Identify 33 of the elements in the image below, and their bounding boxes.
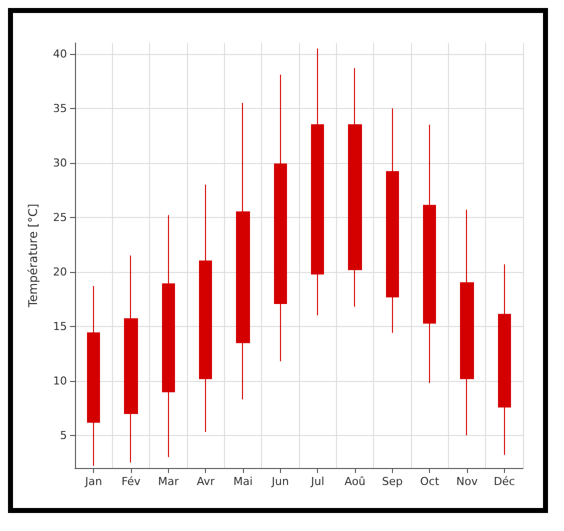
x-tick-label: Avr (196, 475, 216, 488)
x-tick-label: Fév (121, 475, 141, 488)
y-tick-label: 40 (53, 47, 67, 60)
candlestick (274, 74, 287, 362)
y-tick-label: 30 (53, 156, 67, 170)
candlestick (236, 102, 250, 400)
candlestick (460, 209, 474, 436)
candlestick (386, 108, 399, 334)
y-tick-label: 10 (53, 374, 67, 388)
candlestick (311, 48, 324, 316)
x-tick-label: Aoû (344, 475, 366, 488)
x-tick-label: Mai (233, 475, 253, 488)
x-tick-label: Nov (456, 475, 478, 488)
y-tick-label: 5 (60, 428, 67, 442)
y-tick-label: 25 (53, 210, 67, 224)
candlestick (162, 214, 175, 458)
x-tick-label: Jul (310, 475, 324, 488)
y-tick-label: 15 (53, 320, 67, 333)
y-axis-title: Température [°C] (26, 204, 40, 308)
x-tick-label: Jun (270, 475, 289, 488)
x-tick-label: Mar (158, 475, 180, 488)
candlestick (124, 255, 138, 464)
y-tick-label: 35 (53, 102, 67, 115)
x-tick-label: Déc (494, 475, 515, 488)
candlestick (348, 68, 362, 308)
candlestick (199, 184, 212, 433)
x-tick-label: Jan (84, 475, 102, 488)
candlestick (87, 286, 100, 466)
candlestick (498, 264, 511, 456)
candlestick (423, 124, 436, 384)
x-tick-label: Sep (382, 475, 403, 488)
x-tick-label: Oct (420, 475, 440, 488)
y-tick-label: 20 (53, 265, 67, 278)
